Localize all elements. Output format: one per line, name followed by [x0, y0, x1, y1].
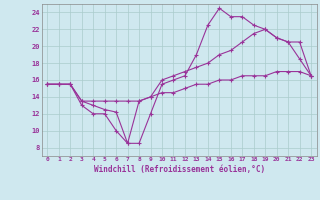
X-axis label: Windchill (Refroidissement éolien,°C): Windchill (Refroidissement éolien,°C)	[94, 165, 265, 174]
